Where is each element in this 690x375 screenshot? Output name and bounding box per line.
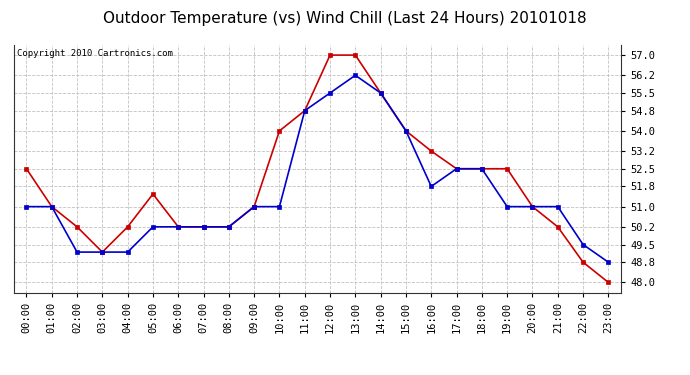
Text: Outdoor Temperature (vs) Wind Chill (Last 24 Hours) 20101018: Outdoor Temperature (vs) Wind Chill (Las…: [104, 11, 586, 26]
Text: Copyright 2010 Cartronics.com: Copyright 2010 Cartronics.com: [17, 49, 172, 58]
